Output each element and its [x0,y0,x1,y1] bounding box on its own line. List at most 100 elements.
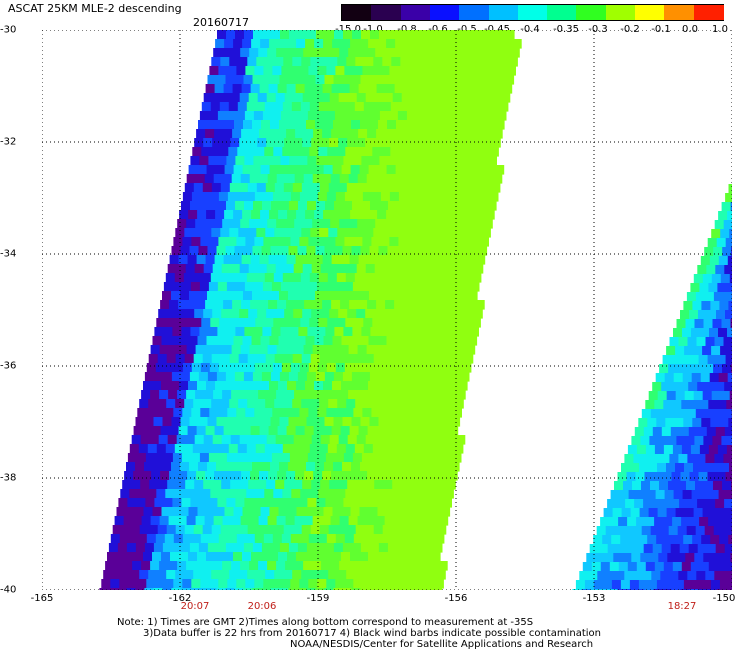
swath-cell [468,291,478,301]
swath-cell [421,129,431,139]
swath-cell [456,174,467,184]
swath-cell [323,165,334,175]
swath-cell [665,580,676,590]
swath-cell [231,561,241,571]
swath-cell [675,508,686,518]
swath-cell [369,462,379,472]
swath-cell [328,183,339,193]
swath-cell [697,382,707,392]
swath-cell [385,426,396,436]
swath-cell [495,120,505,130]
swath-cell [211,57,221,67]
swath-cell [407,408,417,418]
swath-cell [473,138,483,148]
swath-cell [423,417,434,427]
swath-cell [422,507,433,517]
swath-cell [676,553,686,563]
swath-cell [419,309,429,319]
swath-cell [344,534,355,544]
swath-cell [186,561,196,571]
swath-cell [725,193,732,203]
swath-cell [191,192,202,202]
swath-cell [143,381,153,391]
swath-cell [426,102,437,112]
swath-cell [229,228,239,238]
swath-cell [330,48,340,58]
swath-cell [325,30,335,40]
swath-cell [685,436,695,446]
swath-cell [681,562,692,572]
swath-cell [229,399,239,409]
swath-cell [695,526,706,536]
swath-cell [250,255,261,265]
swath-cell [220,399,230,409]
swath-cell [249,219,259,229]
swath-cell [440,210,450,220]
swath-cell [319,57,329,67]
swath-cell [459,75,470,85]
swath-cell [165,444,176,454]
swath-cell [417,489,427,499]
swath-cell [245,579,255,589]
swath-cell [198,588,208,590]
swath-cell [198,417,209,427]
swath-cell [489,102,500,112]
swath-cell [724,544,732,554]
swath-cell [372,147,382,157]
swath-cell [456,219,466,229]
swath-cell [390,489,400,499]
swath-cell [324,588,334,590]
swath-cell [272,579,282,589]
swath-cell [450,417,461,427]
swath-cell [717,400,727,410]
swath-cell [301,183,312,193]
swath-cell [462,273,473,283]
swath-cell [251,210,261,220]
swath-cell [384,48,394,58]
swath-cell [436,525,447,535]
swath-cell [255,444,266,454]
swath-cell [423,120,433,130]
swath-cell [370,282,381,292]
swath-cell [273,273,284,283]
swath-cell [455,309,465,319]
swath-cell [122,480,132,490]
swath-cell [692,418,702,428]
swath-cell [290,237,300,247]
swath-cell [469,282,480,292]
swath-cell [401,138,411,148]
swath-cell [265,57,275,67]
swath-cell [471,273,482,283]
swath-cell [446,309,456,319]
swath-cell [211,183,222,193]
swath-cell [642,571,652,581]
swath-cell [337,525,348,535]
swath-cell [364,354,375,364]
swath-cell [415,498,425,508]
swath-cell [218,363,229,373]
swath-cell [262,30,272,40]
swath-cell [369,75,380,85]
swath-cell [363,147,373,157]
swath-cell [117,588,127,590]
swath-cell [321,174,332,184]
swath-cell [271,30,281,40]
swath-cell [326,66,336,76]
swath-cell [371,408,381,418]
swath-cell [308,237,318,247]
swath-cell [423,75,434,85]
swath-cell [391,399,401,409]
swath-cell [312,390,322,400]
swath-cell [364,183,375,193]
swath-cell [362,408,372,418]
swath-cell [437,138,447,148]
swath-cell [715,265,725,275]
swath-cell [378,372,389,382]
swath-cell [322,84,333,94]
swath-cell [386,39,396,49]
swath-cell [680,355,691,365]
swath-cell [358,255,369,265]
swath-cell [171,372,182,382]
swath-cell [166,354,177,364]
swath-cell [433,156,443,166]
